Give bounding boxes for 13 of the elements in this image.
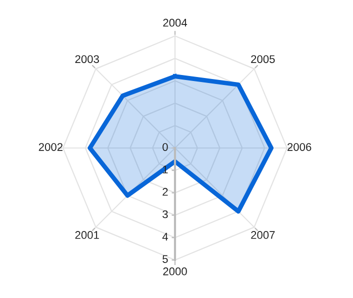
spoke-label: 2000 [163,267,187,276]
y-tick-label: 5 [162,255,168,263]
spoke-label: 2007 [251,231,275,239]
y-tick-label: 3 [162,210,168,218]
spoke-label: 2001 [75,231,99,239]
spoke-label: 2005 [251,55,275,64]
spoke-label: 2002 [38,143,62,151]
y-tick-label: 2 [162,188,168,196]
y-tick-label: 0 [162,143,168,151]
spoke-label: 2004 [163,18,188,27]
spoke-label: 2006 [288,143,312,151]
spoke-label: 2003 [75,55,99,64]
y-tick-label: 4 [162,232,168,240]
